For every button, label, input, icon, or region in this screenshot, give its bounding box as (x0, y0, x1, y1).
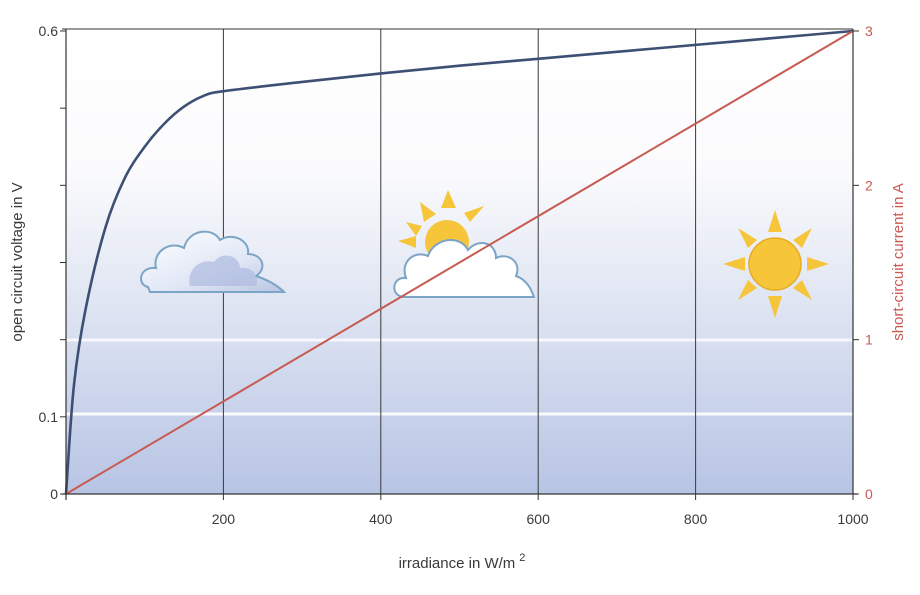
y-right-tick-label: 3 (865, 23, 873, 39)
y-left-tick-label: 0.6 (39, 23, 59, 39)
x-tick-label: 400 (369, 511, 393, 527)
x-axis-ticks: 200 400 600 800 1000 (212, 494, 869, 527)
y-right-tick-label: 0 (865, 486, 873, 502)
cloud-icon (140, 230, 287, 293)
x-tick-label: 1000 (837, 511, 868, 527)
right-axis-ticks: 0 1 2 3 (853, 23, 873, 502)
y-right-tick-label: 1 (865, 332, 873, 348)
x-axis-label: irradiance in W/m 2 (399, 552, 526, 572)
x-tick-label: 200 (212, 511, 236, 527)
x-tick-label: 600 (527, 511, 551, 527)
y-left-tick-label: 0 (50, 486, 58, 502)
x-tick-label: 800 (684, 511, 708, 527)
series-layer (64, 29, 854, 495)
left-axis-ticks: 0 0.1 0.6 (39, 23, 66, 502)
x-axis-label-main: irradiance in W/m (399, 555, 516, 572)
y-right-tick-label: 2 (865, 177, 873, 193)
y-left-tick-label: 0.1 (39, 409, 59, 425)
axes (62, 28, 857, 500)
current-series-line (65, 30, 854, 495)
voltage-series-line (64, 29, 854, 495)
sun-behind-cloud-icon (393, 190, 536, 298)
x-axis-label-superscript: 2 (519, 552, 525, 564)
y-axis-label-left: open circuit voltage in V (9, 182, 26, 341)
y-axis-label-right: short-circuit current in A (890, 183, 907, 341)
sun-icon (723, 210, 829, 318)
